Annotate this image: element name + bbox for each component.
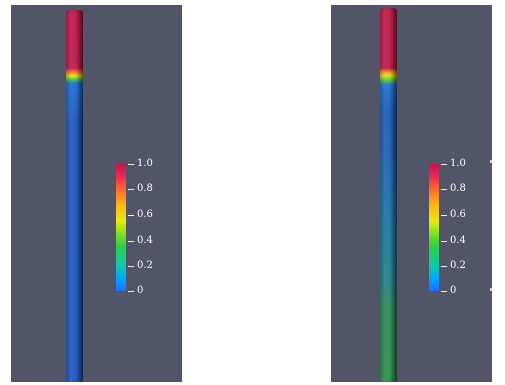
colorbar-tick-0-6: 0.6 [441,209,466,220]
colorbar-tick-0: 0 [127,285,144,296]
colorbar-tick-1-0: 1.0 [441,158,466,169]
colorbar-tick-0-8: 0.8 [441,183,466,194]
colorbar-tick-0-4: 0.4 [128,235,153,246]
colorbar-right [429,164,439,291]
pipe-render-right [380,8,397,382]
colorbar-tick-0: 0 [440,285,457,296]
colorbar-tick-0-6: 0.6 [128,209,153,220]
pipe-render-left [66,10,83,382]
viewport-edge-tick [490,160,492,163]
colorbar-tick-0-2: 0.2 [441,260,466,271]
colorbar-left [116,164,126,291]
colorbar-tick-0-2: 0.2 [128,260,153,271]
colorbar-tick-0-8: 0.8 [128,183,153,194]
render-viewport-right[interactable]: 1.0 0.8 0.6 0.4 0.2 0 [331,5,492,382]
colorbar-tick-1-0: 1.0 [128,158,153,169]
colorbar-tick-0-4: 0.4 [441,235,466,246]
viewport-edge-tick [490,288,492,291]
render-viewport-left[interactable]: 1.0 0.8 0.6 0.4 0.2 0 [11,5,182,382]
